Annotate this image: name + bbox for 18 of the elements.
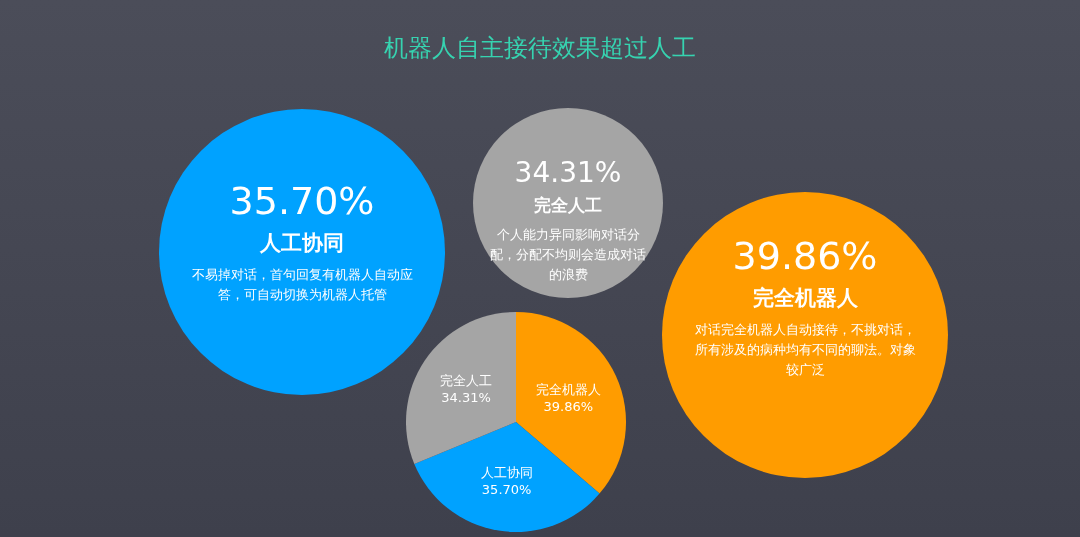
text: 35.70%	[228, 179, 376, 225]
data-label: 34.31%	[441, 389, 491, 405]
text: 完全机器人	[751, 284, 859, 312]
slice-label: 完全人工	[440, 372, 493, 388]
text: 人工协同	[259, 229, 345, 257]
text: 39.86%	[731, 234, 879, 280]
text: 34.31%	[513, 156, 623, 190]
pie-slice	[414, 422, 600, 532]
data-label: 35.70%	[481, 481, 532, 497]
slice-label: 完全机器人	[535, 381, 601, 397]
chart-title: 机器人自主接待效果超过人工	[384, 34, 696, 63]
text: 完全人工	[533, 193, 603, 217]
text: 对话完全机器人自动接待，不挑对话，所有涉及的病种均有不同的聊法。对象较广泛	[693, 320, 917, 379]
slice-label: 人工协同	[480, 464, 533, 480]
text: 不易掉对话，首句回复有机器人自动应答，可自动切换为机器人托管	[190, 265, 414, 304]
data-label: 39.86%	[543, 398, 594, 414]
text: 个人能力异同影响对话分配，分配不均则会造成对话的浪费	[489, 225, 647, 284]
pie-slice	[406, 312, 516, 464]
